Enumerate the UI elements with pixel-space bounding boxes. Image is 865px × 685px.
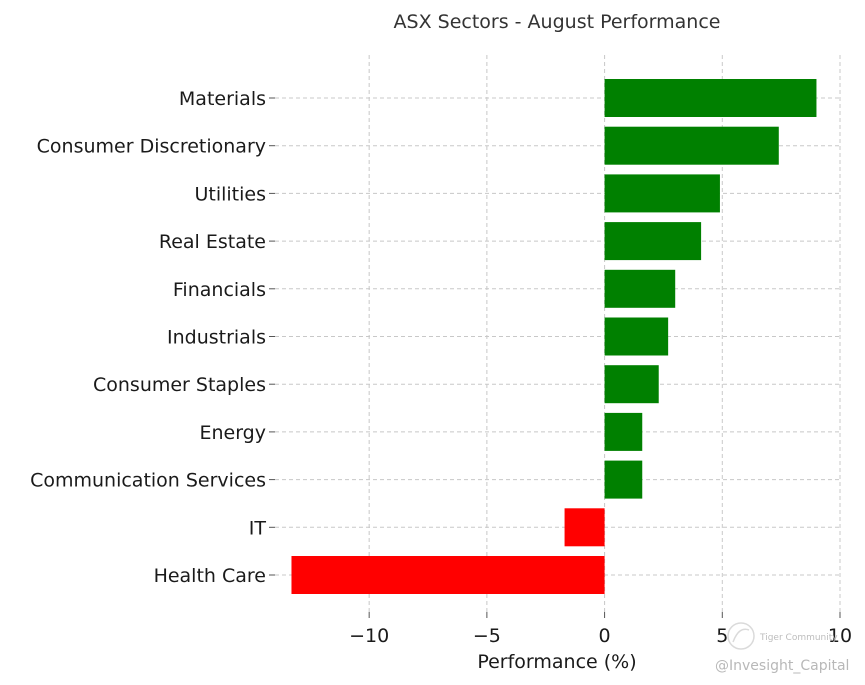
bars [291,79,817,594]
y-tick-label: Real Estate [159,231,266,253]
bar-consumer-discretionary [604,126,779,165]
tiger-logo-icon [727,622,755,650]
x-tick-label: −5 [473,625,501,647]
y-tick-label: Health Care [154,565,266,587]
watermark: Tiger Community @Invesight_Capital [715,622,849,674]
bar-communication-services [604,460,643,499]
y-tick-label: Consumer Discretionary [37,136,266,158]
y-tick-label: IT [249,517,267,539]
x-tick-label: 0 [599,625,611,647]
bar-health-care [291,556,605,594]
y-tick-label: Materials [179,88,266,110]
y-axis: Materials Consumer Discretionary Utilities… [30,88,275,587]
bar-energy [604,412,643,451]
bar-financials [604,269,676,308]
y-tick-label: Financials [173,279,266,301]
watermark-handle: @Invesight_Capital [715,658,849,674]
bar-consumer-staples [604,365,659,404]
x-tick-label: 10 [828,625,852,647]
bar-real-estate [604,222,702,261]
y-tick-label: Industrials [167,327,266,349]
bar-it [564,508,605,547]
y-tick-label: Consumer Staples [93,374,266,396]
bar-materials [604,79,817,117]
chart-title: ASX Sectors - August Performance [394,11,721,33]
y-tick-label: Utilities [194,183,266,205]
y-tick-label: Communication Services [30,470,266,492]
x-axis-label: Performance (%) [477,651,636,673]
watermark-brand: Tiger Community [759,633,838,643]
x-tick-label: 5 [716,625,728,647]
x-tick-label: −10 [349,625,389,647]
bar-utilities [604,174,720,213]
y-tick-label: Energy [199,422,266,444]
x-axis: −10 −5 0 5 10 [349,612,852,647]
bar-industrials [604,317,669,356]
